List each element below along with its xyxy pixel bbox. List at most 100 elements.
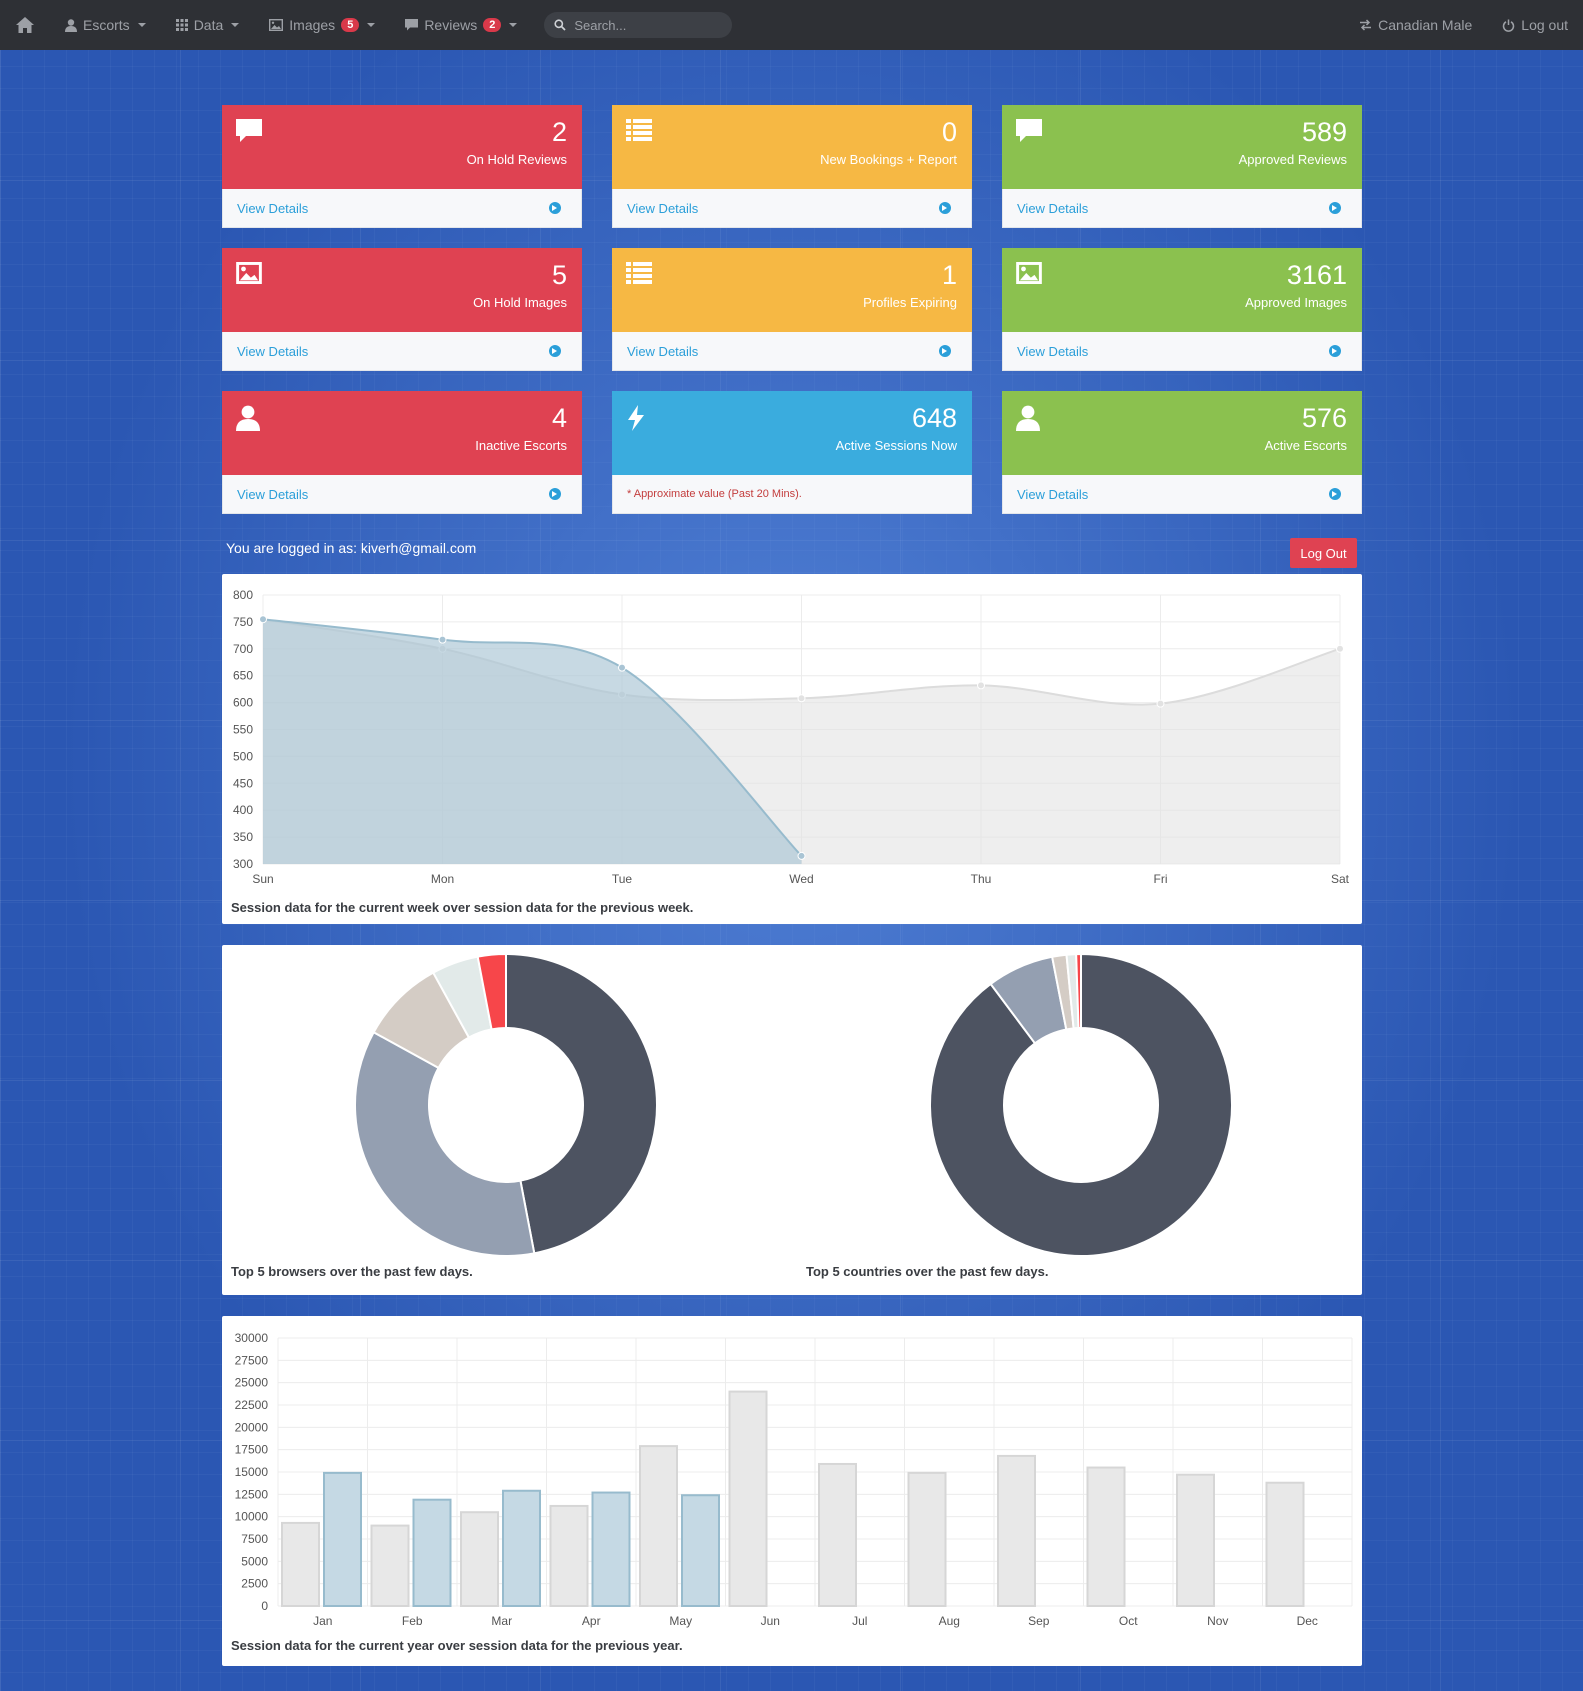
tile-new-bookings: 0 New Bookings + Report View Details [612, 105, 972, 228]
y-tick-label: 12500 [235, 1487, 269, 1501]
yearly-sessions-panel: 0 2500 5000 7500 10000 12500 15000 17500 20000 22… [222, 1316, 1362, 1666]
data-point [797, 851, 806, 860]
x-tick-label: Mar [491, 1614, 512, 1628]
y-tick-label: 25000 [235, 1376, 269, 1390]
nav-images-menu[interactable]: Images 5 [254, 0, 390, 50]
bar [639, 1445, 678, 1607]
weekly-chart-caption: Session data for the current week over s… [231, 900, 694, 915]
yearly-sessions-chart: 0 2500 5000 7500 10000 12500 15000 17500 20000 22… [235, 1331, 1353, 1628]
data-point [977, 681, 985, 690]
bar [502, 1489, 541, 1607]
view-details-link[interactable]: View Details [222, 332, 582, 371]
view-details-link[interactable]: View Details [612, 332, 972, 371]
y-tick-label: 17500 [235, 1443, 269, 1457]
view-details-label: View Details [627, 200, 699, 216]
image-icon [236, 262, 262, 284]
y-tick-label: 300 [233, 857, 253, 871]
switch-site-link[interactable]: Canadian Male [1344, 0, 1487, 50]
search-icon [554, 19, 566, 31]
browsers-chart-caption: Top 5 browsers over the past few days. [231, 1264, 473, 1279]
view-details-label: View Details [1017, 486, 1089, 502]
x-tick-label: May [669, 1614, 692, 1628]
nav-escorts-menu[interactable]: Escorts [50, 0, 161, 50]
x-tick-label: Mon [431, 872, 454, 886]
tile-active-sessions: 648 Active Sessions Now * Approximate va… [612, 391, 972, 514]
x-tick-label: Jun [761, 1614, 780, 1628]
view-details-link[interactable]: View Details [1002, 189, 1362, 228]
bar [549, 1504, 589, 1608]
reviews-count-badge: 2 [483, 18, 502, 32]
tile-value: 648 [911, 403, 957, 433]
doughnut-segment [505, 952, 658, 1255]
y-tick-label: 15000 [235, 1465, 269, 1479]
chevron-down-icon [231, 23, 240, 27]
view-details-link[interactable]: View Details [222, 475, 582, 514]
data-point [438, 635, 447, 644]
home-button[interactable] [0, 0, 50, 50]
arrow-circle-right-icon [549, 488, 561, 500]
tile-on-hold-images: 5 On Hold Images View Details [222, 248, 582, 371]
bar [370, 1524, 410, 1608]
x-tick-label: Feb [402, 1614, 423, 1628]
series-line [262, 618, 803, 857]
doughnut-segment [929, 952, 1233, 1257]
y-tick-label: 350 [233, 830, 253, 844]
weekly-sessions-panel: 300 350 400 450 500 550 600 650 700 750 800 Sun Mon T… [222, 574, 1362, 924]
list-icon [626, 119, 652, 141]
tile-label: Active Escorts [1264, 438, 1347, 453]
arrow-circle-right-icon [1329, 345, 1341, 357]
tile-label: Approved Images [1245, 295, 1347, 310]
view-details-link[interactable]: View Details [612, 189, 972, 228]
search-box [544, 12, 733, 38]
arrow-circle-right-icon [1329, 488, 1341, 500]
arrow-circle-right-icon [939, 202, 951, 214]
x-tick-label: Sat [1331, 872, 1350, 886]
arrow-circle-right-icon [939, 345, 951, 357]
x-tick-label: Tue [612, 872, 633, 886]
view-details-label: View Details [237, 200, 309, 216]
y-tick-label: 450 [233, 776, 253, 790]
x-tick-label: Jul [852, 1614, 867, 1628]
y-tick-label: 750 [233, 615, 253, 629]
arrow-circle-right-icon [1329, 202, 1341, 214]
bar [412, 1498, 452, 1607]
bar [591, 1491, 631, 1607]
nav-data-menu[interactable]: Data [161, 0, 255, 50]
view-details-link[interactable]: View Details [1002, 332, 1362, 371]
approximate-note: * Approximate value (Past 20 Mins). [612, 475, 972, 514]
nav-logout-link[interactable]: Log out [1487, 0, 1583, 50]
power-icon [1503, 19, 1515, 32]
countries-doughnut-chart [929, 952, 1233, 1257]
doughnut-segment [1075, 952, 1082, 1030]
tile-value: 3161 [1286, 260, 1347, 290]
bar [1176, 1473, 1215, 1607]
bar [1086, 1466, 1126, 1607]
tile-label: Active Sessions Now [835, 438, 957, 453]
home-icon [16, 17, 34, 33]
bolt-icon [628, 405, 644, 431]
tile-approved-reviews: 589 Approved Reviews View Details [1002, 105, 1362, 228]
search-input[interactable] [574, 17, 715, 33]
view-details-link[interactable]: View Details [1002, 475, 1362, 514]
view-details-label: View Details [1017, 343, 1089, 359]
bar [681, 1494, 720, 1607]
y-tick-label: 27500 [235, 1353, 269, 1367]
tile-on-hold-reviews: 2 On Hold Reviews View Details [222, 105, 582, 228]
view-details-link[interactable]: View Details [222, 189, 582, 228]
bar [818, 1462, 857, 1607]
tile-inactive-escorts: 4 Inactive Escorts View Details [222, 391, 582, 514]
data-point [1156, 699, 1165, 708]
view-details-label: View Details [237, 343, 309, 359]
comment-icon [1016, 119, 1042, 142]
logout-button[interactable]: Log Out [1290, 538, 1357, 568]
view-details-label: View Details [237, 486, 309, 502]
tile-label: Approved Reviews [1238, 152, 1347, 167]
x-tick-label: Sun [252, 872, 273, 886]
y-tick-label: 5000 [241, 1554, 268, 1568]
yearly-chart-caption: Session data for the current year over s… [231, 1638, 683, 1653]
nav-reviews-menu[interactable]: Reviews 2 [390, 0, 532, 50]
logged-in-text: You are logged in as: kiverh@gmail.com [226, 540, 477, 556]
bar [1265, 1481, 1305, 1607]
y-tick-label: 22500 [235, 1398, 269, 1412]
countries-chart-caption: Top 5 countries over the past few days. [806, 1264, 1049, 1279]
